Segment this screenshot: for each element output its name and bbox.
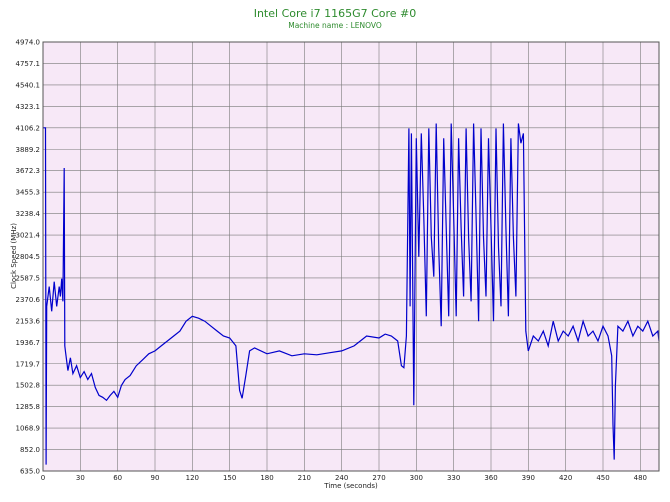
chart-subtitle: Machine name : LENOVO — [288, 21, 382, 30]
y-tick-label: 4540.1 — [16, 81, 41, 89]
y-axis-label: Clock Speed (MHz) — [10, 223, 18, 289]
x-tick-label: 390 — [522, 474, 535, 482]
grid-lines — [42, 41, 659, 472]
x-axis-label: Time (seconds) — [323, 482, 378, 490]
y-tick-label: 2370.6 — [16, 296, 41, 304]
x-tick-label: 330 — [447, 474, 460, 482]
series-line — [43, 123, 660, 465]
y-tick-label: 4757.1 — [16, 60, 41, 68]
x-tick-label: 240 — [335, 474, 348, 482]
y-tick-label: 3455.3 — [16, 189, 41, 197]
y-tick-label: 2804.5 — [16, 253, 41, 261]
y-tick-label: 2587.5 — [16, 274, 41, 282]
y-tick-label: 635.0 — [20, 468, 40, 476]
x-tick-label: 30 — [76, 474, 85, 482]
y-tick-label: 1285.8 — [16, 403, 41, 411]
x-tick-label: 420 — [559, 474, 572, 482]
y-tick-label: 4974.0 — [16, 39, 41, 47]
x-axis-ticks: 0 30 60 90 120 150 180 210 240 270 300 330 360 390 420… — [41, 474, 647, 482]
y-tick-label: 852.0 — [20, 446, 40, 454]
x-tick-label: 180 — [260, 474, 273, 482]
y-tick-label: 4106.2 — [16, 124, 41, 132]
x-tick-label: 480 — [634, 474, 647, 482]
y-tick-label: 3238.4 — [16, 210, 41, 218]
y-tick-label: 3021.4 — [16, 232, 41, 240]
plot-frame — [42, 41, 660, 472]
x-tick-label: 210 — [298, 474, 311, 482]
x-tick-label: 150 — [223, 474, 236, 482]
y-tick-label: 1936.7 — [16, 339, 41, 347]
y-tick-label: 1502.8 — [16, 382, 41, 390]
y-tick-label: 4323.1 — [16, 103, 41, 111]
x-tick-label: 270 — [372, 474, 385, 482]
y-tick-label: 3672.3 — [16, 167, 41, 175]
y-tick-label: 3889.2 — [16, 146, 41, 154]
y-tick-label: 1068.9 — [16, 425, 41, 433]
x-tick-label: 90 — [151, 474, 160, 482]
x-tick-label: 360 — [484, 474, 497, 482]
y-tick-label: 1719.7 — [16, 360, 41, 368]
x-tick-label: 0 — [41, 474, 45, 482]
x-tick-label: 450 — [596, 474, 609, 482]
chart-title: Intel Core i7 1165G7 Core #0 — [254, 7, 417, 20]
x-tick-label: 120 — [186, 474, 199, 482]
x-tick-label: 60 — [113, 474, 122, 482]
y-tick-label: 2153.6 — [16, 317, 41, 325]
y-axis-ticks: 635.0 852.0 1068.9 1285.8 1502.8 1719.7 1936.7… — [16, 39, 41, 476]
x-tick-label: 300 — [410, 474, 423, 482]
